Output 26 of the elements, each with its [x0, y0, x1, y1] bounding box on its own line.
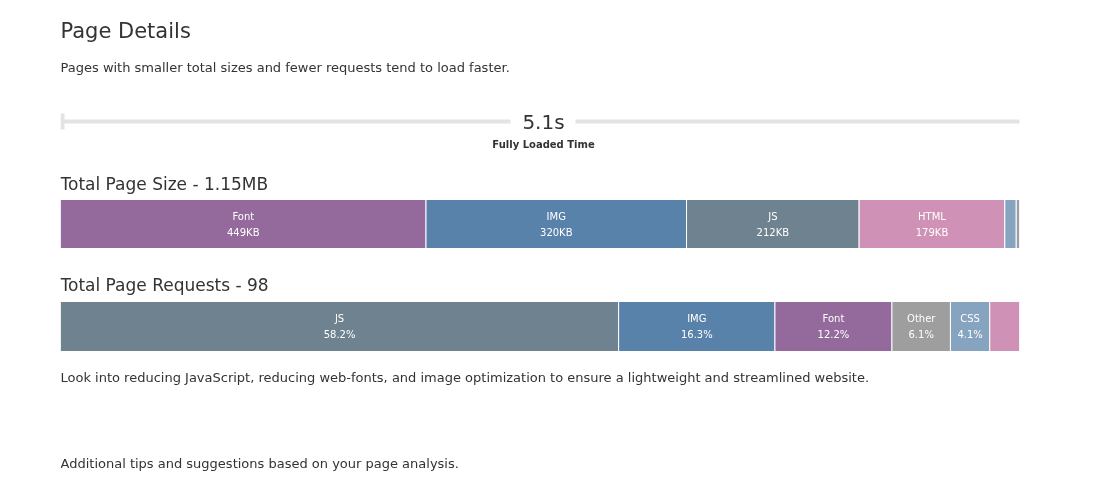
series-label: CSS	[960, 313, 980, 324]
series-label: IMG	[687, 313, 707, 324]
data-label: 320KB	[540, 226, 573, 238]
text: 5.1s	[522, 109, 565, 134]
data-label: 212KB	[756, 226, 790, 238]
text: Look into reducing JavaScript, reducing web-fonts, and image optimization to ensure a lightweight and streamlined website.	[60, 370, 870, 385]
text: Page Details	[60, 18, 191, 43]
data-label: 4.1%	[957, 329, 983, 340]
data-label: 12.2%	[817, 329, 850, 340]
chart-title: Total Page Size - 1.15MB	[59, 173, 269, 194]
series-label: IMG	[546, 210, 566, 222]
chart-title: Total Page Requests - 98	[59, 274, 269, 295]
series-label: Other	[907, 313, 937, 324]
series-label: JS	[767, 210, 778, 222]
data-label: 6.1%	[908, 329, 934, 340]
series-label: JS	[333, 313, 345, 324]
series-label: Font	[822, 313, 845, 324]
text: Fully Loaded Time	[492, 139, 595, 150]
data-label: 16.3%	[680, 329, 713, 340]
series-label: HTML	[918, 210, 947, 222]
data-label: 449KB	[227, 226, 260, 238]
data-label: 179KB	[915, 226, 949, 238]
series-label: Font	[232, 210, 255, 222]
data-label: 58.2%	[323, 329, 356, 340]
text: Pages with smaller total sizes and fewer requests tend to load faster.	[60, 60, 510, 75]
text: Additional tips and suggestions based on your page analysis.	[60, 456, 459, 471]
